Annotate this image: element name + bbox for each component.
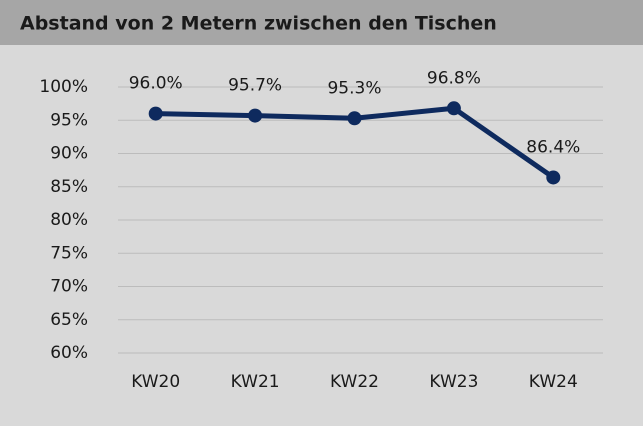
x-tick-label: KW24 xyxy=(529,372,578,392)
chart-title: Abstand von 2 Metern zwischen den Tische… xyxy=(20,13,497,35)
x-tick-label: KW22 xyxy=(330,372,379,392)
data-label: 95.7% xyxy=(228,76,282,96)
marker xyxy=(248,108,263,123)
data-label: 96.8% xyxy=(427,68,481,88)
y-tick-label: 75% xyxy=(50,243,88,263)
y-tick-label: 95% xyxy=(50,110,88,130)
marker xyxy=(446,101,461,116)
y-tick-label: 80% xyxy=(50,210,88,230)
marker xyxy=(148,106,163,121)
x-tick-label: KW20 xyxy=(131,372,180,392)
y-tick-label: 60% xyxy=(50,343,88,363)
x-tick-label: KW21 xyxy=(231,372,280,392)
title-bar xyxy=(0,0,643,45)
x-tick-label: KW23 xyxy=(429,372,478,392)
y-tick-label: 65% xyxy=(50,310,88,330)
data-label: 96.0% xyxy=(129,74,183,94)
marker xyxy=(347,111,362,126)
y-tick-label: 100% xyxy=(39,77,88,97)
data-label: 95.3% xyxy=(327,78,381,98)
y-tick-label: 70% xyxy=(50,277,88,297)
marker xyxy=(546,170,561,185)
y-tick-label: 85% xyxy=(50,177,88,197)
data-label: 86.4% xyxy=(526,137,580,157)
y-tick-label: 90% xyxy=(50,144,88,164)
